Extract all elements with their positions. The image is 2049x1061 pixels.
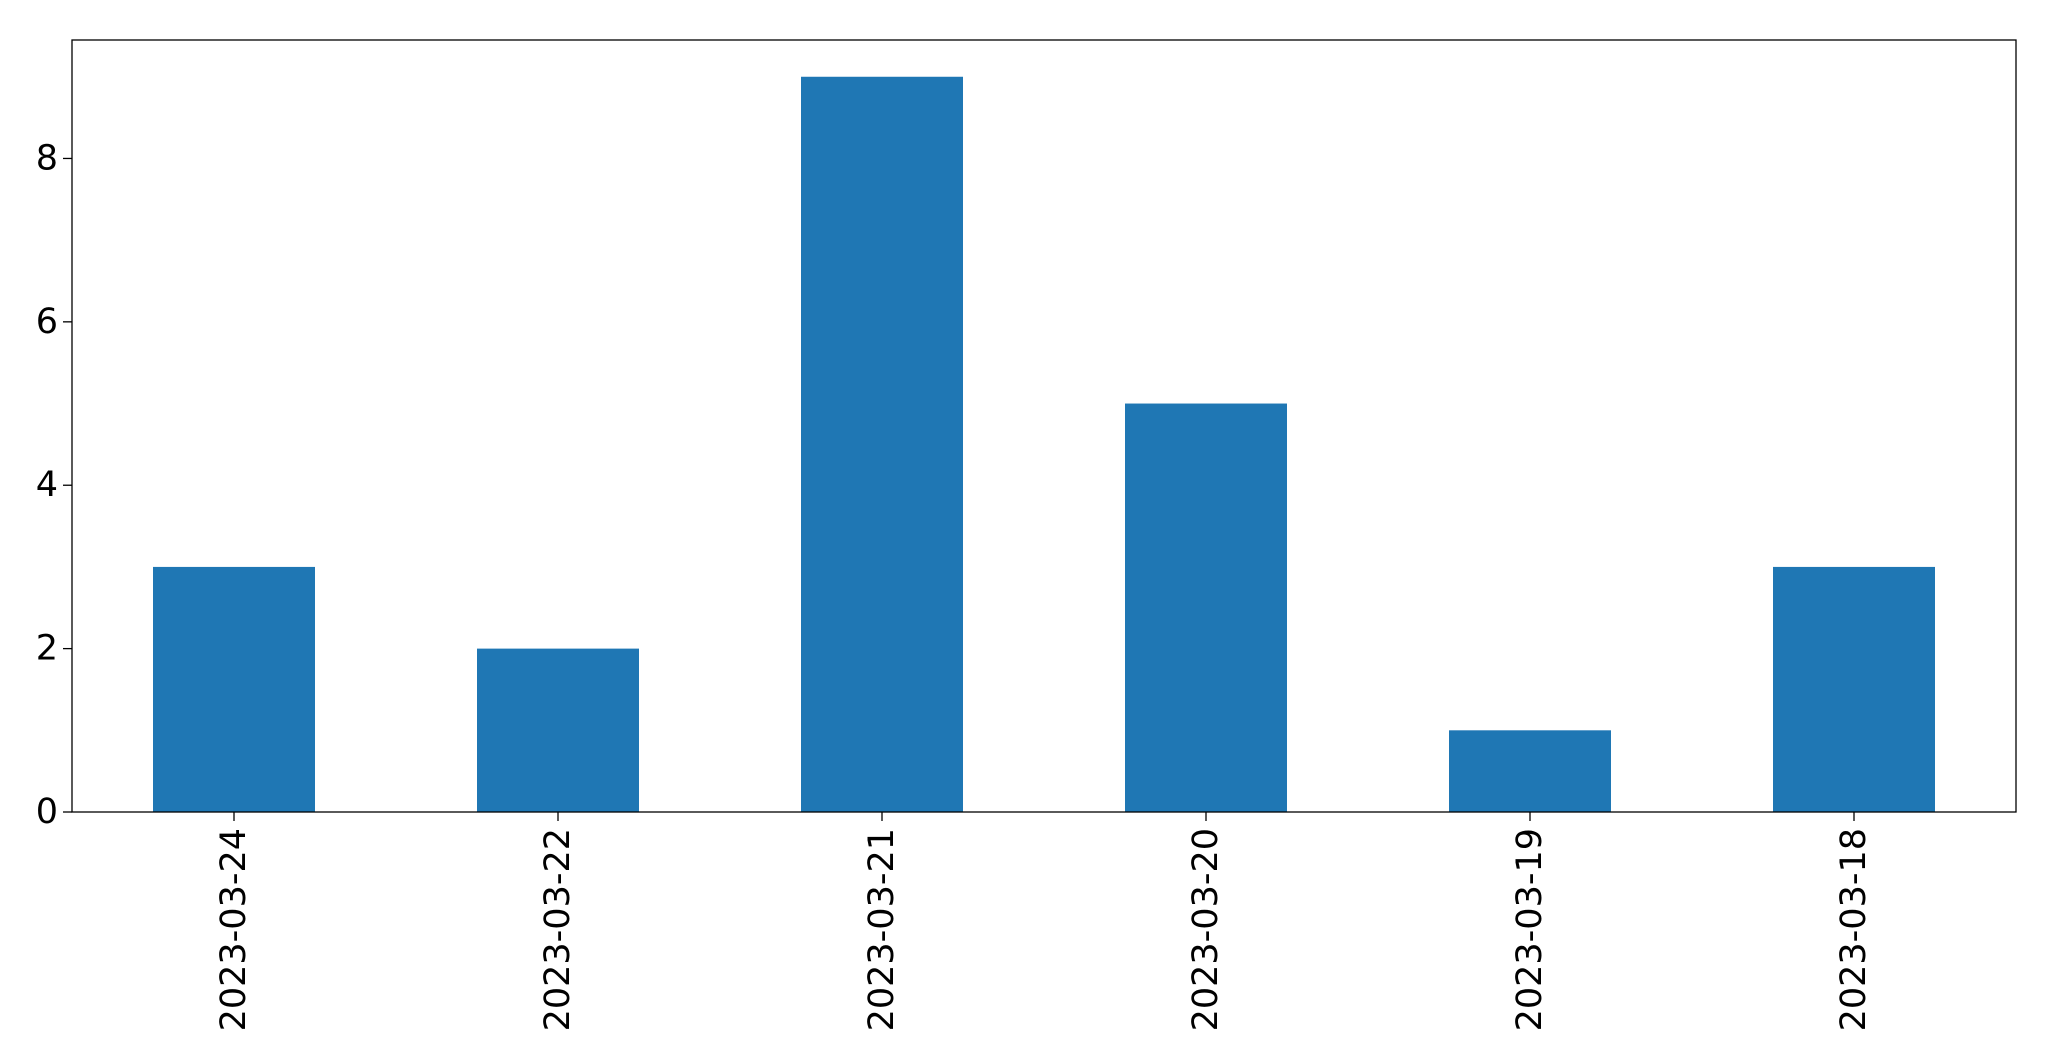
bar-2023-03-19	[1449, 730, 1611, 812]
x-tick-label: 2023-03-18	[1834, 828, 1874, 1031]
y-axis: 0 2 4 6 8	[36, 138, 72, 832]
x-tick-label: 2023-03-24	[214, 828, 254, 1031]
x-tick-label: 2023-03-20	[1186, 828, 1226, 1031]
x-tick-label: 2023-03-21	[862, 828, 902, 1031]
bar-2023-03-20	[1125, 403, 1287, 812]
bar-2023-03-22	[477, 648, 639, 812]
bar-2023-03-24	[153, 566, 315, 812]
y-tick-label: 2	[36, 629, 58, 669]
plot-frame	[71, 39, 2017, 813]
y-tick-label: 0	[36, 792, 58, 832]
y-tick-label: 4	[36, 465, 58, 505]
x-tick-label: 2023-03-22	[538, 828, 578, 1031]
bar-series	[153, 76, 1935, 812]
bar-2023-03-18	[1773, 566, 1935, 812]
x-axis: 2023-03-24 2023-03-22 2023-03-21 2023-03-20…	[214, 812, 1874, 1031]
y-tick-label: 8	[36, 138, 58, 178]
x-tick-label: 2023-03-19	[1510, 828, 1550, 1031]
y-tick-label: 6	[36, 302, 58, 342]
bar-2023-03-21	[801, 76, 963, 812]
